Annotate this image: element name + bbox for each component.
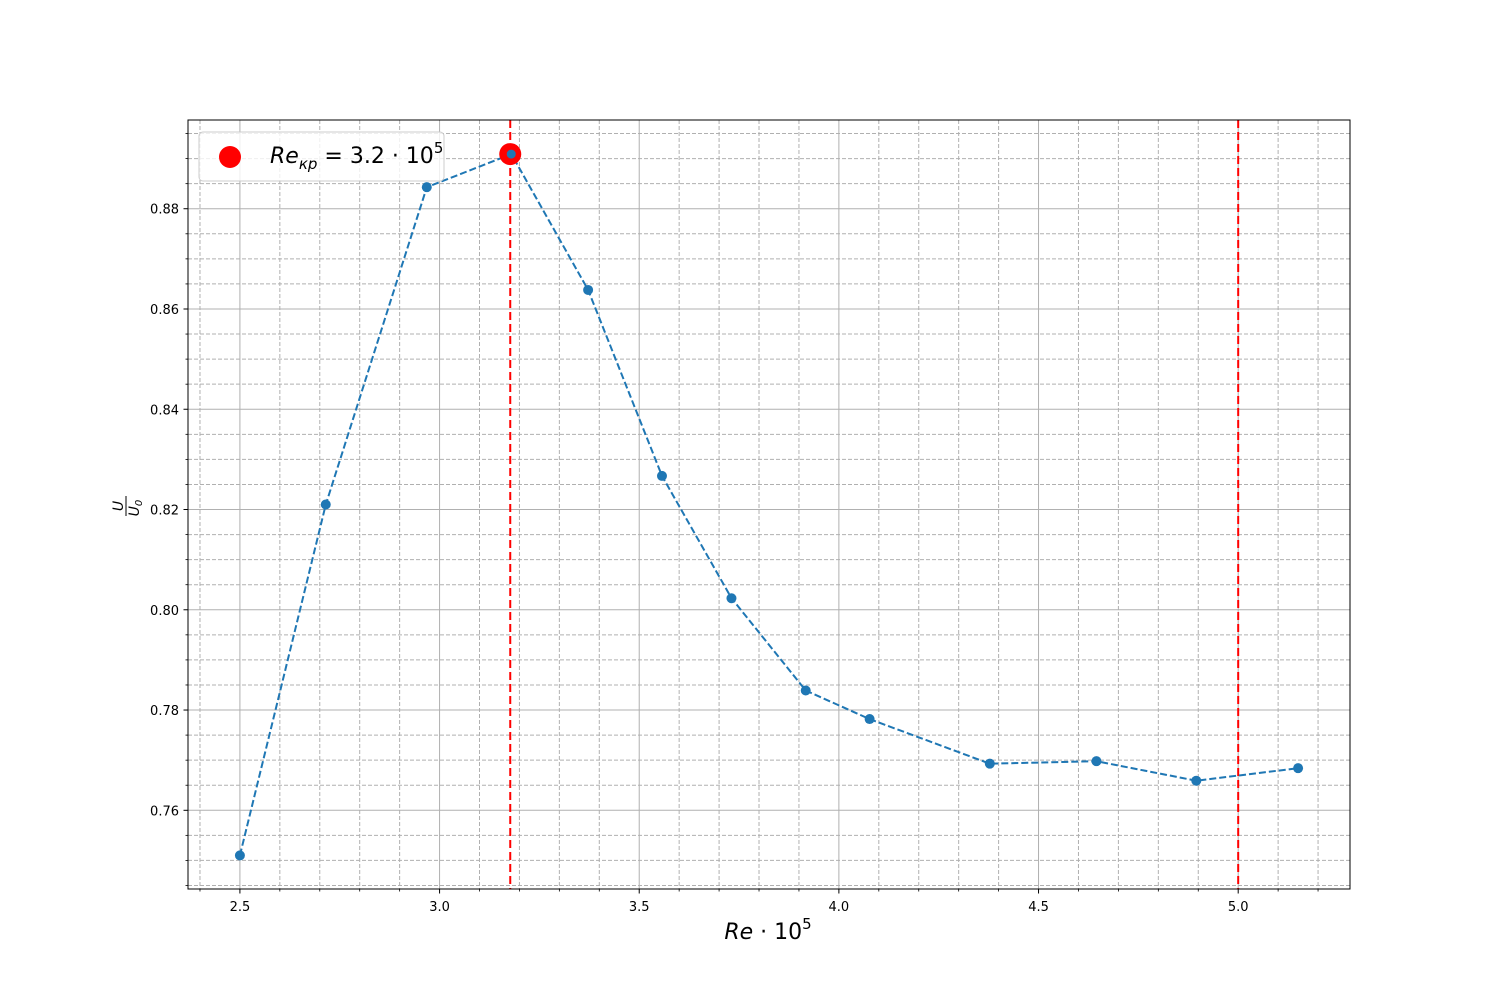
y-axis-label-den: U0 <box>127 500 145 517</box>
major-grid <box>188 120 1350 889</box>
y-axis-label-den-main: U <box>127 506 143 516</box>
axis-ticks: 2.5 3.0 3.5 4.0 4.5 5.0 0.76 0.78 0.80 0.82 0.84 0.… <box>150 133 1319 915</box>
data-point <box>1293 763 1304 774</box>
legend-label-main: Re <box>270 144 299 169</box>
y-tick-label: 0.80 <box>150 604 179 619</box>
legend-marker <box>219 146 241 168</box>
critical-point-layer <box>499 143 522 166</box>
data-point <box>583 284 594 295</box>
minor-grid <box>188 120 1350 889</box>
y-tick-label: 0.82 <box>150 504 179 519</box>
data-point <box>1191 775 1202 786</box>
legend-label-exp: 5 <box>434 139 444 157</box>
y-axis-label-num: U <box>111 501 127 511</box>
y-axis-label: U U0 <box>111 496 145 516</box>
data-point <box>800 685 811 696</box>
data-point <box>1091 756 1102 767</box>
y-tick-label: 0.84 <box>150 403 179 418</box>
data-point <box>726 593 737 604</box>
x-tick-label: 2.5 <box>230 900 251 915</box>
x-tick-label: 4.5 <box>1028 900 1049 915</box>
x-tick-label: 3.0 <box>429 900 450 915</box>
x-axis-label: Re · 105 <box>724 915 811 945</box>
y-axis-label-den-sub: 0 <box>134 500 145 506</box>
data-point <box>234 850 245 861</box>
legend-box <box>198 131 445 182</box>
data-point <box>984 758 995 769</box>
data-point <box>656 470 667 481</box>
legend-label-rest: = 3.2 · 10 <box>317 144 433 169</box>
x-axis-label-main: Re <box>724 920 753 945</box>
x-axis-label-exp: 5 <box>802 915 812 933</box>
x-axis-label-rest: · 10 <box>753 920 802 945</box>
critical-point-data-point <box>506 149 516 159</box>
legend: Reкр = 3.2 · 105 <box>198 131 445 182</box>
y-tick-label: 0.78 <box>150 704 179 719</box>
reference-lines <box>509 120 1240 889</box>
x-tick-label: 3.5 <box>629 900 650 915</box>
y-tick-label: 0.88 <box>150 203 179 218</box>
legend-label: Reкр = 3.2 · 105 <box>270 139 443 173</box>
data-point <box>320 499 331 510</box>
x-tick-label: 5.0 <box>1228 900 1249 915</box>
plot-frame <box>187 119 1351 890</box>
data-point <box>421 182 432 193</box>
data-point <box>864 714 875 725</box>
x-tick-label: 4.0 <box>829 900 850 915</box>
legend-label-sub: кр <box>299 155 318 173</box>
y-tick-label: 0.86 <box>150 303 179 318</box>
y-tick-label: 0.76 <box>150 804 179 819</box>
